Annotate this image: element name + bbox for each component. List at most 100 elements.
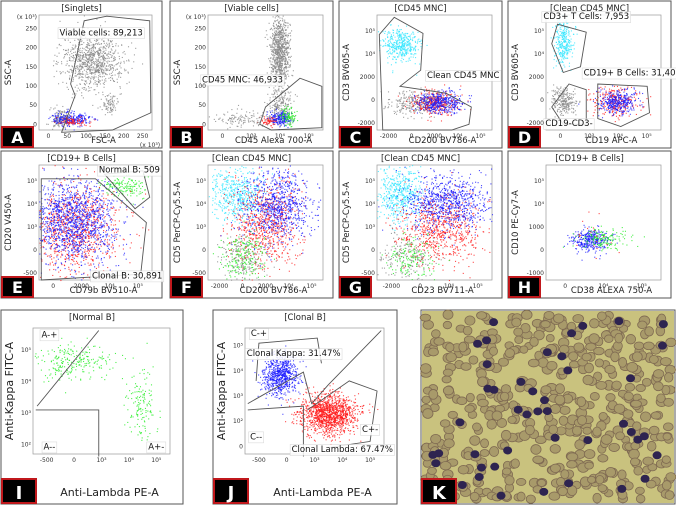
data-point	[289, 119, 291, 121]
data-point	[277, 100, 279, 102]
data-point	[56, 60, 58, 62]
data-point	[411, 39, 413, 41]
data-point	[284, 37, 286, 39]
data-point	[404, 46, 406, 48]
data-point	[443, 106, 445, 108]
data-point	[93, 67, 95, 69]
data-point	[79, 113, 81, 115]
data-point	[58, 110, 60, 112]
data-point	[76, 57, 78, 59]
data-point	[282, 114, 284, 116]
data-point	[278, 100, 280, 102]
data-point	[439, 113, 442, 115]
data-point	[91, 46, 93, 48]
data-point	[276, 93, 278, 95]
data-point	[89, 90, 91, 92]
data-point	[268, 120, 270, 122]
data-point	[562, 98, 564, 100]
data-point	[274, 52, 277, 54]
data-point	[562, 46, 565, 48]
data-point	[277, 121, 279, 123]
data-point	[567, 44, 569, 46]
data-point	[51, 121, 53, 123]
data-point	[100, 62, 102, 64]
data-point	[104, 47, 106, 49]
data-point	[79, 114, 81, 116]
data-point	[409, 39, 412, 41]
data-point	[572, 44, 574, 47]
data-point	[93, 55, 95, 57]
data-point	[273, 122, 275, 124]
data-point	[275, 39, 277, 41]
data-point	[563, 29, 565, 31]
data-point	[98, 69, 100, 72]
data-point	[127, 71, 129, 73]
data-point	[267, 93, 269, 95]
data-point	[236, 119, 238, 121]
data-point	[95, 61, 97, 63]
data-point	[456, 102, 458, 104]
data-point	[123, 60, 125, 62]
data-point	[231, 120, 233, 122]
data-point	[284, 94, 286, 96]
data-point	[278, 108, 280, 110]
data-point	[284, 38, 286, 40]
data-point	[272, 39, 274, 41]
data-point	[68, 71, 70, 73]
data-point	[557, 33, 559, 35]
data-point	[382, 31, 384, 33]
data-point	[281, 90, 283, 92]
data-point	[432, 110, 434, 112]
data-point	[78, 119, 80, 121]
panel-d: [Clean CD45 MNC]CD3+ T Cells: 7,953CD19+…	[507, 0, 676, 149]
data-point	[422, 100, 424, 102]
data-point	[94, 39, 96, 41]
data-point	[562, 54, 564, 56]
data-point	[406, 40, 408, 42]
data-point	[109, 60, 111, 62]
data-point	[118, 71, 120, 73]
data-point	[393, 44, 395, 46]
data-point	[281, 108, 283, 110]
data-point	[101, 72, 103, 74]
data-point	[263, 122, 265, 125]
data-point	[51, 115, 53, 117]
data-point	[562, 61, 564, 64]
data-point	[232, 114, 234, 116]
data-point	[396, 29, 398, 31]
data-point	[66, 125, 68, 127]
data-point	[99, 106, 101, 108]
data-point	[285, 116, 287, 118]
data-point	[79, 69, 81, 71]
x-tick-label: 10⁵	[304, 133, 315, 140]
data-point	[84, 53, 86, 55]
data-point	[77, 72, 79, 74]
data-point	[81, 73, 83, 75]
data-point	[398, 31, 400, 33]
data-point	[64, 122, 67, 124]
data-point	[397, 25, 400, 27]
data-point	[83, 120, 85, 122]
data-point	[440, 95, 442, 97]
data-point	[278, 33, 280, 35]
data-point	[283, 40, 285, 42]
data-point	[404, 55, 406, 57]
data-point	[281, 121, 283, 123]
data-point	[66, 120, 68, 122]
data-point	[63, 117, 65, 119]
data-point	[53, 76, 55, 78]
data-point	[277, 34, 279, 36]
data-point	[566, 43, 568, 45]
data-point	[78, 51, 80, 53]
data-point	[62, 111, 64, 113]
data-point	[284, 113, 286, 115]
data-point	[81, 76, 83, 78]
data-point	[569, 46, 571, 48]
data-point	[283, 90, 285, 92]
data-point	[413, 37, 415, 39]
data-point	[433, 116, 435, 118]
data-point	[282, 15, 284, 17]
data-point	[272, 120, 274, 122]
data-point	[281, 58, 283, 60]
data-point	[278, 70, 280, 72]
